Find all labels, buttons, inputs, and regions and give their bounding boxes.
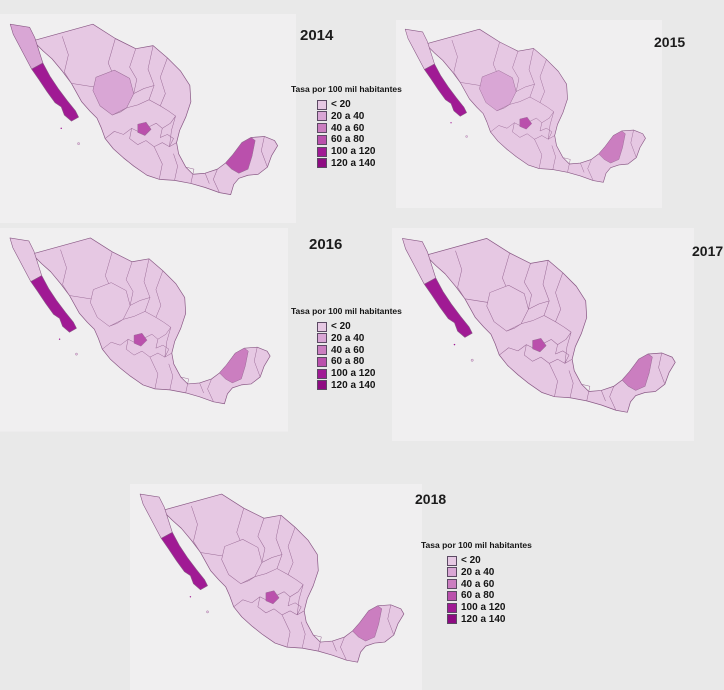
year-label-2018: 2018	[415, 491, 447, 507]
legend-item-label: 60 a 80	[331, 356, 365, 368]
mexico-map-use	[392, 228, 694, 442]
legend-title: Tasa por 100 mil habitantes	[291, 84, 402, 94]
legend-swatch	[317, 158, 327, 169]
year-label-2016: 2016	[309, 236, 343, 253]
legend-item: 60 a 80	[447, 590, 532, 601]
legend-item: 20 a 40	[317, 111, 402, 122]
legend-item: < 20	[317, 99, 402, 110]
legend-item: 60 a 80	[317, 134, 402, 145]
legend-item-label: 20 a 40	[331, 332, 365, 344]
legend-item: 120 a 140	[447, 614, 532, 625]
legend-swatch	[447, 614, 457, 625]
legend-swatch	[317, 146, 327, 157]
legend-title: Tasa por 100 mil habitantes	[421, 540, 532, 550]
legend-items: < 20 20 a 40 40 a 60 60 a 80 100 a 120 120 a …	[317, 321, 402, 391]
legend-item-label: 120 a 140	[461, 613, 506, 625]
year-label-2014: 2014	[300, 27, 334, 44]
mexico-map-2014	[0, 14, 296, 224]
legend-item-label: 100 a 120	[461, 602, 506, 614]
legend-swatch	[317, 123, 327, 134]
legend-swatch	[317, 333, 327, 344]
legend-item: 100 a 120	[317, 368, 402, 379]
legend-item-label: 120 a 140	[331, 157, 376, 169]
legend-item: < 20	[317, 321, 402, 332]
legend-item: 100 a 120	[317, 146, 402, 157]
legend-swatch	[447, 555, 457, 566]
legend-item: 20 a 40	[317, 333, 402, 344]
legend-item: 40 a 60	[447, 579, 532, 590]
mexico-map-use	[0, 228, 288, 432]
map-panel-2018	[130, 484, 422, 690]
year-label-2015: 2015	[654, 34, 686, 50]
legend-swatch	[317, 134, 327, 145]
legend-item-label: 20 a 40	[331, 110, 365, 122]
legend-2018: Tasa por 100 mil habitantes < 20 20 a 40 4…	[421, 540, 532, 626]
legend-swatch	[317, 368, 327, 379]
map-panel-2015	[396, 20, 662, 209]
mexico-map-2017	[392, 228, 694, 442]
legend-item-label: 100 a 120	[331, 146, 376, 158]
legend-item-label: 100 a 120	[331, 368, 376, 380]
mexico-map-2015	[396, 20, 662, 209]
map-panel-2014	[0, 14, 296, 224]
legend-item-label: < 20	[331, 99, 351, 110]
legend-swatch	[447, 579, 457, 590]
legend-item-label: 40 a 60	[331, 344, 365, 356]
legend-2014: Tasa por 100 mil habitantes < 20 20 a 40 4…	[291, 84, 402, 170]
legend-title: Tasa por 100 mil habitantes	[291, 306, 402, 316]
legend-item-label: 60 a 80	[331, 134, 365, 146]
legend-swatch	[447, 590, 457, 601]
mexico-map-2018	[130, 484, 422, 690]
legend-item: 120 a 140	[317, 380, 402, 391]
legend-item-label: < 20	[331, 321, 351, 332]
legend-item-label: < 20	[461, 555, 481, 566]
mexico-map-2016	[0, 228, 288, 432]
legend-swatch	[317, 380, 327, 391]
legend-item: 20 a 40	[447, 567, 532, 578]
legend-swatch	[447, 602, 457, 613]
legend-item: < 20	[447, 555, 532, 566]
legend-item-label: 120 a 140	[331, 379, 376, 391]
legend-item-label: 60 a 80	[461, 590, 495, 602]
legend-item-label: 40 a 60	[461, 578, 495, 590]
mexico-map-use	[0, 14, 296, 224]
legend-swatch	[447, 567, 457, 578]
legend-item-label: 40 a 60	[331, 122, 365, 134]
mexico-map-use	[130, 484, 422, 690]
legend-swatch	[317, 356, 327, 367]
legend-swatch	[317, 345, 327, 356]
mexico-map-use	[396, 20, 662, 209]
legend-item: 40 a 60	[317, 345, 402, 356]
year-label-2017: 2017	[692, 243, 724, 259]
legend-2016: Tasa por 100 mil habitantes < 20 20 a 40 4…	[291, 306, 402, 392]
legend-items: < 20 20 a 40 40 a 60 60 a 80 100 a 120 120 a …	[317, 99, 402, 169]
legend-swatch	[317, 321, 327, 332]
map-panel-2016	[0, 228, 288, 432]
legend-item: 120 a 140	[317, 158, 402, 169]
map-panel-2017	[392, 228, 694, 442]
legend-item-label: 20 a 40	[461, 566, 495, 578]
legend-items: < 20 20 a 40 40 a 60 60 a 80 100 a 120 120 a …	[447, 555, 532, 625]
legend-item: 100 a 120	[447, 602, 532, 613]
legend-swatch	[317, 111, 327, 122]
legend-item: 40 a 60	[317, 123, 402, 134]
legend-item: 60 a 80	[317, 356, 402, 367]
legend-swatch	[317, 99, 327, 110]
